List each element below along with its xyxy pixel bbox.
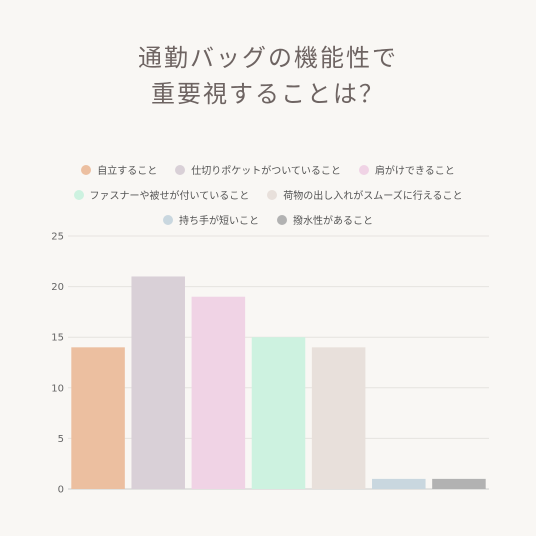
legend-swatch-1 [175,164,186,175]
chart-title-line-2: 重要視することは？ [151,80,385,108]
bar-6 [432,478,486,489]
legend-label-6: 撥水性があること [293,216,373,227]
y-tick-label: 5 [58,434,64,445]
legend-item-2: 肩がけできること [358,162,455,177]
legend-label-2: 肩がけできること [374,166,455,177]
y-tick-label: 15 [51,333,64,344]
legend-row-3: 持ち手が短いこと 撥水性があること [20,207,516,232]
legend-swatch-5 [163,214,173,225]
legend-item-5: 持ち手が短いこと [163,212,259,227]
bar-1 [131,276,185,489]
legend-swatch-2 [358,164,369,175]
bar-4 [311,347,366,489]
chart-title-line-1: 通勤バッグの機能性で [138,44,398,72]
y-tick-label: 20 [51,282,64,293]
y-tick-label: 0 [58,485,64,496]
bar-0 [71,347,125,489]
legend-item-1: 仕切りポケットがついていること [175,162,341,177]
legend-label-5: 持ち手が短いこと [179,216,259,227]
chart-title: 通勤バッグの機能性で 重要視することは？ [0,40,536,112]
legend-label-0: 自立すること [97,166,158,177]
legend-swatch-6 [277,214,287,225]
legend-swatch-0 [81,164,92,175]
legend-row-1: 自立すること 仕切りポケットがついていること 肩がけできること [20,157,516,182]
legend-label-1: 仕切りポケットがついていること [191,166,341,177]
legend-item-6: 撥水性があること [277,212,373,227]
legend-label-3: ファスナーや被せが付いていること [89,191,250,202]
legend-row-2: ファスナーや被せが付いていること 荷物の出し入れがスムーズに行えること [20,182,516,207]
legend-item-4: 荷物の出し入れがスムーズに行えること [267,187,462,202]
bar-3 [251,337,306,489]
y-tick-label: 10 [51,383,64,394]
legend-swatch-4 [267,189,278,200]
legend-swatch-3 [73,189,84,200]
chart-legend: 自立すること 仕切りポケットがついていること 肩がけできること ファスナーや被せ… [20,157,516,232]
bar-2 [191,296,246,489]
legend-item-3: ファスナーや被せが付いていること [73,187,250,202]
bar-5 [372,478,426,489]
y-tick-label: 25 [51,232,64,243]
legend-item-0: 自立すること [81,162,157,177]
legend-label-4: 荷物の出し入れがスムーズに行えること [283,191,463,202]
